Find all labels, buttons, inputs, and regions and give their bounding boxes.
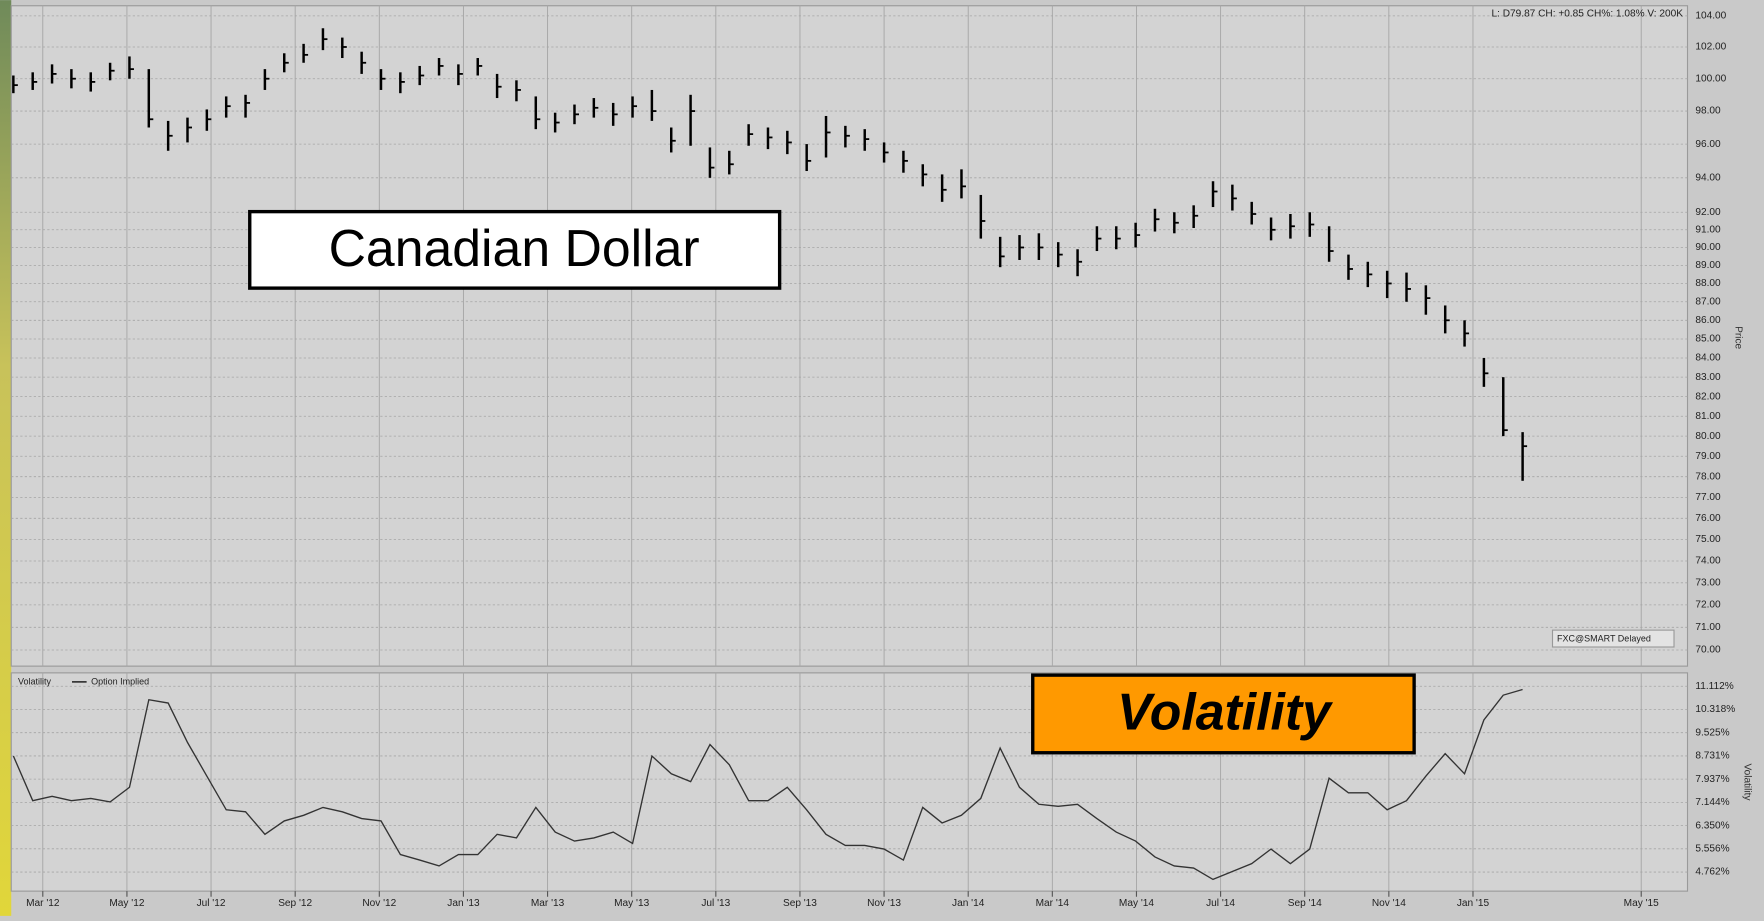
price-panel — [11, 6, 1687, 666]
y-tick-label: 7.937% — [1695, 774, 1729, 785]
y-tick-label: 71.00 — [1695, 622, 1721, 633]
x-tick-label: Nov '13 — [867, 898, 901, 909]
x-tick-label: Jul '12 — [197, 898, 226, 909]
x-tick-label: Jul '13 — [701, 898, 730, 909]
y-tick-label: 94.00 — [1695, 172, 1721, 183]
y-tick-label: 5.556% — [1695, 843, 1729, 854]
x-tick-label: Nov '12 — [362, 898, 396, 909]
y-tick-label: 104.00 — [1695, 11, 1726, 22]
x-tick-label: May '12 — [109, 898, 144, 909]
legend-label: Option Implied — [91, 676, 149, 686]
y-tick-label: 10.318% — [1695, 704, 1735, 715]
page: {"chart_data": [ {"type": "ohlc", "title… — [0, 0, 1764, 916]
x-tick-label: Sep '12 — [278, 898, 312, 909]
y-tick-label: 89.00 — [1695, 260, 1721, 271]
chart-title: Canadian Dollar — [329, 219, 700, 277]
y-tick-label: 11.112% — [1695, 681, 1733, 692]
x-tick-label: Jan '14 — [952, 898, 985, 909]
y-tick-label: 70.00 — [1695, 645, 1721, 656]
y-tick-label: 6.350% — [1695, 820, 1729, 831]
source: FXC@SMART Delayed — [1557, 634, 1651, 644]
y-tick-label: 4.762% — [1695, 867, 1729, 878]
panel-label: Volatility — [18, 676, 52, 686]
price-info: L: D79.87 CH: +0.85 CH%: 1.08% V: 200K — [1491, 8, 1683, 19]
x-tick-label: Mar '14 — [1036, 898, 1070, 909]
y-tick-label: 76.00 — [1695, 513, 1721, 524]
y-tick-label: 100.00 — [1695, 73, 1726, 84]
x-tick-label: Sep '14 — [1288, 898, 1322, 909]
y-tick-label: 79.00 — [1695, 451, 1721, 462]
y-tick-label: 73.00 — [1695, 577, 1721, 588]
x-tick-label: Jan '13 — [447, 898, 480, 909]
y-tick-label: 74.00 — [1695, 556, 1721, 567]
y-tick-label: 98.00 — [1695, 106, 1721, 117]
x-tick-label: Sep '13 — [783, 898, 817, 909]
chart: 104.00 102.00 100.00 98.00 96.00 94.00 92.00 91… — [0, 0, 1764, 916]
y-tick-label: 78.00 — [1695, 471, 1721, 482]
x-tick-label: Mar '12 — [26, 898, 60, 909]
x-tick-label: May '13 — [614, 898, 649, 909]
y-tick-label: 91.00 — [1695, 224, 1721, 235]
y-tick-label: 92.00 — [1695, 207, 1721, 218]
volatility-title: Volatility — [1117, 682, 1333, 740]
y-tick-label: 77.00 — [1695, 492, 1721, 503]
y-tick-label: 90.00 — [1695, 242, 1721, 253]
y-tick-label: 87.00 — [1695, 296, 1721, 307]
volatility-panel — [11, 673, 1687, 891]
y-tick-label: 81.00 — [1695, 411, 1721, 422]
y2-axis-title: Volatility — [1741, 763, 1752, 801]
x-tick-label: Mar '13 — [531, 898, 565, 909]
y-tick-label: 82.00 — [1695, 391, 1721, 402]
y-tick-label: 7.144% — [1695, 797, 1729, 808]
y-tick-label: 84.00 — [1695, 353, 1721, 364]
x-tick-label: Nov '14 — [1372, 898, 1406, 909]
x-tick-label: Jan '15 — [1457, 898, 1490, 909]
y-tick-label: 85.00 — [1695, 334, 1721, 345]
y-tick-label: 9.525% — [1695, 727, 1729, 738]
x-tick-label: Jul '14 — [1206, 898, 1235, 909]
photo-strip — [0, 0, 11, 916]
y-tick-label: 80.00 — [1695, 431, 1721, 442]
y-tick-label: 88.00 — [1695, 278, 1721, 289]
y-tick-label: 8.731% — [1695, 751, 1729, 762]
y-tick-label: 83.00 — [1695, 372, 1721, 383]
y-tick-label: 75.00 — [1695, 534, 1721, 545]
y-tick-label: 72.00 — [1695, 600, 1721, 611]
y-tick-label: 86.00 — [1695, 315, 1721, 326]
y-tick-label: 96.00 — [1695, 139, 1721, 150]
y-tick-label: 102.00 — [1695, 42, 1726, 53]
x-tick-label: May '14 — [1119, 898, 1154, 909]
x-tick-label: May '15 — [1624, 898, 1659, 909]
y-axis-title: Price — [1732, 326, 1743, 349]
